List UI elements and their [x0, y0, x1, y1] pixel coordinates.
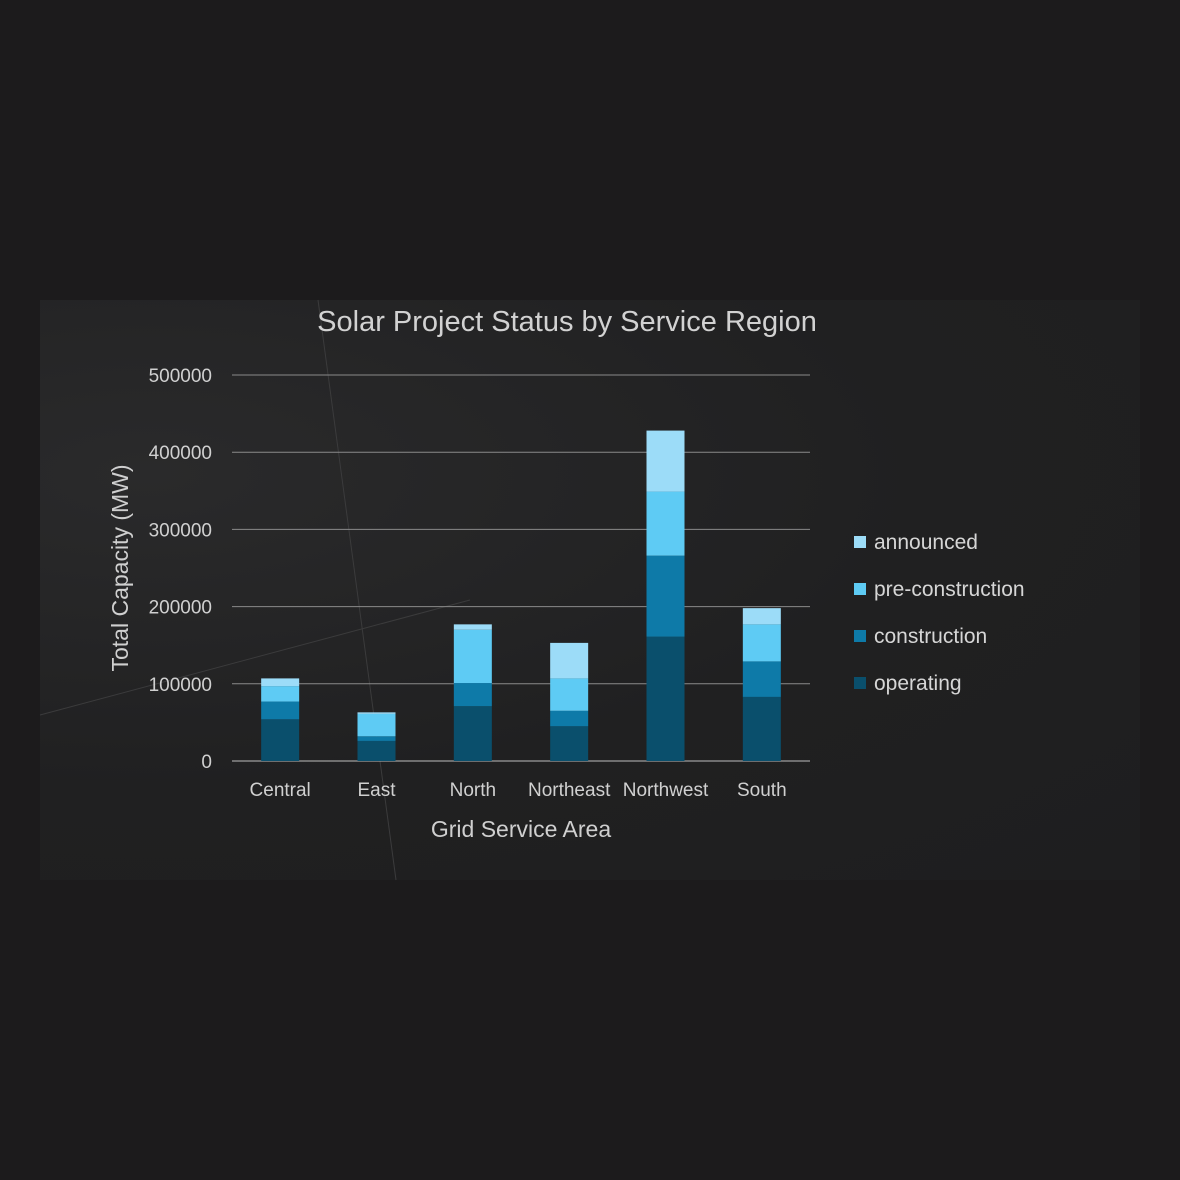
x-axis-title: Grid Service Area — [431, 816, 611, 842]
bar-segment-construction-northeast — [550, 710, 589, 727]
bar-segment-operating-north — [453, 706, 492, 761]
bar-segment-construction-northwest — [646, 555, 685, 637]
bar-segment-pre-construction-north — [453, 629, 492, 684]
x-axis-ticks: Central East North Northeast Northwest South — [250, 780, 787, 801]
y-tick-label: 200000 — [149, 598, 212, 619]
background-streak — [317, 299, 397, 881]
chart-title: Solar Project Status by Service Region — [317, 306, 817, 338]
y-tick-label: 0 — [201, 752, 212, 773]
y-tick-label: 500000 — [149, 366, 212, 387]
x-tick-label: North — [450, 780, 496, 801]
legend: announced pre-construction construction ope… — [854, 531, 1025, 695]
y-tick-label: 400000 — [149, 443, 212, 464]
bar-segment-pre-construction-northeast — [550, 678, 589, 711]
x-tick-label: East — [357, 780, 396, 801]
y-axis-title: Total Capacity (MW) — [107, 464, 133, 671]
x-tick-label: Northwest — [623, 780, 709, 801]
y-tick-label: 300000 — [149, 520, 212, 541]
y-tick-label: 100000 — [149, 675, 212, 696]
legend-swatch — [854, 677, 866, 689]
bar-segment-pre-construction-east — [357, 713, 396, 737]
bar-segment-announced-north — [453, 624, 492, 630]
y-axis-ticks: 0 100000 200000 300000 400000 500000 — [149, 366, 212, 773]
chart-panel — [40, 300, 1140, 880]
legend-label: operating — [874, 672, 962, 695]
bar-segment-announced-northwest — [646, 430, 685, 492]
legend-label: pre-construction — [874, 578, 1025, 601]
bar-segment-announced-northeast — [550, 642, 589, 679]
legend-label: construction — [874, 625, 987, 648]
bar-segment-construction-north — [453, 683, 492, 707]
bars — [261, 430, 781, 761]
legend-swatch — [854, 583, 866, 595]
bar-segment-operating-central — [261, 719, 300, 761]
bar-segment-operating-northeast — [550, 726, 589, 761]
gridlines — [232, 374, 810, 762]
background-streak — [39, 599, 471, 716]
legend-label: announced — [874, 531, 978, 554]
bar-segment-operating-south — [742, 696, 781, 761]
bar-segment-pre-construction-central — [261, 686, 300, 702]
x-tick-label: South — [737, 780, 787, 801]
bar-segment-operating-northwest — [646, 636, 685, 761]
bar-segment-pre-construction-northwest — [646, 491, 685, 556]
x-tick-label: Central — [250, 780, 311, 801]
legend-swatch — [854, 536, 866, 548]
bar-segment-announced-south — [742, 608, 781, 625]
bar-segment-announced-east — [357, 712, 396, 714]
bar-segment-construction-south — [742, 661, 781, 697]
x-tick-label: Northeast — [528, 780, 611, 801]
bar-segment-pre-construction-south — [742, 624, 781, 662]
legend-swatch — [854, 630, 866, 642]
bar-segment-announced-central — [261, 678, 300, 687]
bar-segment-construction-central — [261, 701, 300, 720]
bar-segment-construction-east — [357, 736, 396, 741]
bar-segment-operating-east — [357, 740, 396, 761]
